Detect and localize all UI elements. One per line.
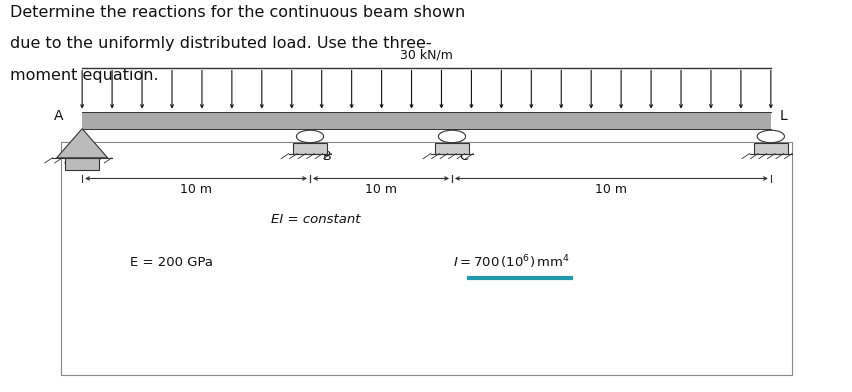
- Text: E = 200 GPa: E = 200 GPa: [130, 256, 213, 269]
- Text: B: B: [322, 150, 331, 163]
- Text: $I = 700\,(10^6)\,\mathrm{mm}^4$: $I = 700\,(10^6)\,\mathrm{mm}^4$: [452, 253, 569, 271]
- Circle shape: [757, 130, 784, 143]
- Bar: [293, 143, 326, 154]
- Text: EI = constant: EI = constant: [271, 213, 360, 226]
- Text: A: A: [54, 109, 63, 123]
- Text: 10 m: 10 m: [180, 183, 212, 196]
- Polygon shape: [56, 129, 107, 158]
- Bar: [435, 143, 469, 154]
- Text: 10 m: 10 m: [595, 183, 627, 196]
- Bar: [753, 143, 787, 154]
- Text: moment equation.: moment equation.: [10, 67, 158, 83]
- Bar: [60, 142, 792, 375]
- Circle shape: [438, 130, 465, 143]
- Text: 10 m: 10 m: [365, 183, 396, 196]
- Bar: [82, 112, 770, 129]
- Text: due to the uniformly distributed load. Use the three-: due to the uniformly distributed load. U…: [10, 36, 431, 51]
- Text: 30 kN/m: 30 kN/m: [400, 49, 452, 62]
- Text: Determine the reactions for the continuous beam shown: Determine the reactions for the continuo…: [10, 5, 464, 20]
- Text: L: L: [779, 109, 786, 123]
- Text: C: C: [458, 150, 467, 163]
- Bar: [65, 158, 99, 169]
- Circle shape: [296, 130, 323, 143]
